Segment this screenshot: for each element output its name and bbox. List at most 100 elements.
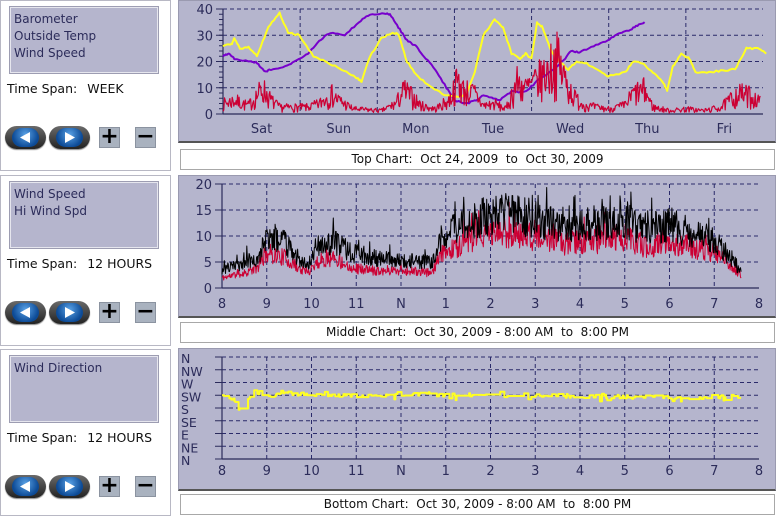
y-tick-label: 10: [196, 82, 213, 97]
y-tick-label: 15: [195, 204, 212, 219]
top-chart-plot: 0 10 20 30 40 Sat Sun Mon Tue Wed Thu Fri: [196, 3, 767, 137]
x-tick-label: Tue: [481, 122, 504, 137]
x-tick-label: 4: [576, 464, 584, 479]
y-tick-label: E: [181, 428, 189, 443]
list-item[interactable]: Barometer: [14, 12, 78, 26]
zoom-in-button[interactable]: +: [99, 124, 120, 149]
x-tick-label: 8: [755, 464, 763, 479]
y-tick-label: 30: [196, 29, 213, 44]
left-arrow-icon: [20, 307, 30, 318]
x-tick-label: 5: [621, 297, 629, 312]
back-button[interactable]: [5, 301, 46, 324]
x-tick-label: 11: [348, 297, 365, 312]
series-listbox[interactable]: Wind Speed Hi Wind Spd: [10, 182, 158, 248]
x-tick-label: 10: [303, 464, 320, 479]
time-span-label: Time Span:: [7, 81, 78, 96]
x-tick-label: 8: [755, 297, 763, 312]
y-tick-label: 20: [196, 56, 213, 71]
x-tick-label: 5: [621, 464, 629, 479]
x-tick-label: N: [396, 464, 406, 479]
forward-button[interactable]: [49, 301, 90, 324]
x-tick-label: 1: [442, 464, 450, 479]
x-tick-label: 7: [710, 464, 718, 479]
zoom-out-button[interactable]: −: [135, 473, 156, 498]
x-tick-label: 9: [263, 297, 271, 312]
zoom-out-button[interactable]: −: [135, 124, 156, 149]
time-span-value: 12 HOURS: [87, 256, 153, 271]
series-listbox[interactable]: Wind Direction: [10, 356, 158, 422]
middle-chart-caption: Middle Chart: Oct 30, 2009 - 8:00 AM to …: [180, 322, 775, 343]
y-tick-label: 20: [195, 178, 212, 193]
x-tick-label: 10: [303, 297, 320, 312]
back-button[interactable]: [5, 475, 46, 498]
right-arrow-icon: [65, 307, 75, 318]
x-tick-label: 8: [218, 297, 226, 312]
x-tick-label: 11: [348, 464, 365, 479]
forward-button[interactable]: [49, 475, 90, 498]
y-tick-label: 0: [204, 282, 212, 297]
y-tick-label: 40: [196, 3, 213, 18]
series-wind-direction: [222, 389, 742, 411]
time-span: Time Span: 12 HOURS: [7, 256, 152, 271]
time-span: Time Span: WEEK: [7, 81, 124, 96]
x-tick-label: 2: [486, 297, 494, 312]
y-tick-label: 10: [195, 230, 212, 245]
bottom-chart-caption: Bottom Chart: Oct 30, 2009 - 8:00 AM to …: [180, 494, 775, 515]
series-barometer: [222, 12, 646, 105]
y-tick-label: SW: [181, 389, 201, 404]
y-tick-label: SE: [181, 415, 197, 430]
left-arrow-icon: [20, 132, 30, 143]
y-tick-label: N: [181, 351, 190, 366]
middle-chart-plot: 0 5 10 15 20 8 9 10 11 N 1 2 3 4 5 6 7 8: [195, 178, 763, 312]
right-arrow-icon: [65, 481, 75, 492]
zoom-in-button[interactable]: +: [99, 473, 120, 498]
y-tick-label: NE: [181, 440, 198, 455]
y-tick-label: S: [181, 402, 189, 417]
bottom-chart: N NE E SE S SW W NW N 8 9 10 11 N 1 2 3 4 5 6 7 8: [178, 348, 776, 491]
series-wind-speed: [222, 31, 761, 114]
series-hi-wind-spd: [221, 187, 742, 275]
x-tick-label: Thu: [634, 122, 659, 137]
time-span-label: Time Span:: [7, 430, 78, 445]
top-chart: 0 10 20 30 40 Sat Sun Mon Tue Wed Thu Fri: [178, 0, 776, 143]
x-tick-label: 9: [263, 464, 271, 479]
x-tick-label: 6: [665, 464, 673, 479]
x-tick-label: Sun: [326, 122, 351, 137]
top-chart-caption: Top Chart: Oct 24, 2009 to Oct 30, 2009: [180, 149, 775, 170]
x-tick-label: Wed: [556, 122, 584, 137]
x-tick-label: 7: [710, 297, 718, 312]
x-tick-label: 6: [665, 297, 673, 312]
x-tick-label: 4: [576, 297, 584, 312]
y-tick-label: 5: [204, 256, 212, 271]
back-button[interactable]: [5, 126, 46, 149]
y-tick-label: N: [181, 453, 190, 468]
left-arrow-icon: [20, 481, 30, 492]
zoom-out-button[interactable]: −: [135, 299, 156, 324]
x-tick-label: Sat: [251, 122, 272, 137]
list-item[interactable]: Wind Speed: [14, 187, 86, 201]
x-tick-label: 3: [531, 297, 539, 312]
forward-button[interactable]: [49, 126, 90, 149]
list-item[interactable]: Wind Speed: [14, 46, 86, 60]
time-span-label: Time Span:: [7, 256, 78, 271]
y-tick-label: NW: [181, 364, 203, 379]
bottom-chart-controls: Wind Direction Time Span: 12 HOURS + −: [0, 349, 171, 516]
middle-chart: 0 5 10 15 20 8 9 10 11 N 1 2 3 4 5 6 7 8: [178, 175, 776, 318]
y-tick-label: 0: [205, 108, 213, 123]
y-tick-label: W: [181, 377, 193, 392]
list-item[interactable]: Wind Direction: [14, 361, 103, 375]
x-tick-label: Mon: [402, 122, 429, 137]
x-tick-label: 2: [486, 464, 494, 479]
zoom-in-button[interactable]: +: [99, 299, 120, 324]
middle-chart-controls: Wind Speed Hi Wind Spd Time Span: 12 HOUR…: [0, 175, 171, 346]
x-tick-label: 1: [442, 297, 450, 312]
time-span: Time Span: 12 HOURS: [7, 430, 152, 445]
time-span-value: WEEK: [87, 81, 124, 96]
series-listbox[interactable]: Barometer Outside Temp Wind Speed: [10, 7, 158, 73]
x-tick-label: 8: [218, 464, 226, 479]
time-span-value: 12 HOURS: [87, 430, 153, 445]
list-item[interactable]: Outside Temp: [14, 29, 97, 43]
top-chart-controls: Barometer Outside Temp Wind Speed Time S…: [0, 0, 171, 171]
list-item[interactable]: Hi Wind Spd: [14, 204, 87, 218]
